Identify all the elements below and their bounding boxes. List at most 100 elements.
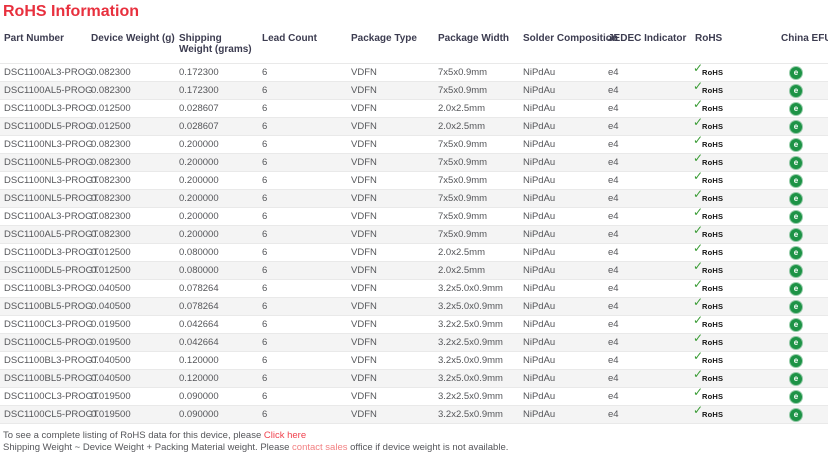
jedec-indicator-cell: e4 [604, 207, 691, 226]
package-type-cell: VDFN [347, 405, 434, 424]
col-header-china-efup: China EFUP [781, 33, 828, 44]
part-number-cell: DSC1100BL5-PROG [0, 297, 93, 316]
rohs-compliant-icon: ✓ RoHS [693, 314, 723, 330]
package-width-cell: 3.2x2.5x0.9mm [434, 315, 519, 334]
rohs-cell: ✓ RoHS [691, 386, 777, 406]
device-weight-cell: 0.082300 [87, 225, 175, 244]
package-width-cell: 7x5x0.9mm [434, 225, 519, 244]
china-efup-icon: e [790, 372, 802, 385]
solder-composition-cell: NiPdAu [519, 261, 604, 280]
table-row: DSC1100NL5-PROG 0.082300 0.200000 6 VDFN 7x5x… [0, 151, 828, 172]
jedec-indicator-cell: e4 [604, 369, 691, 388]
table-row: DSC1100NL3-PROGT 0.082300 0.200000 6 VDFN 7x5… [0, 170, 828, 190]
part-number-cell: DSC1100CL3-PROGT [0, 387, 99, 406]
rohs-compliant-icon: ✓ RoHS [693, 368, 723, 384]
part-number-cell: DSC1100DL3-PROGT [0, 243, 99, 262]
device-weight-cell: 0.040500 [87, 279, 175, 298]
china-efup-cell: e [777, 117, 828, 136]
package-width-cell: 7x5x0.9mm [434, 81, 519, 100]
rohs-badge-label: RoHS [702, 302, 724, 311]
jedec-indicator-cell: e4 [604, 189, 691, 208]
footer-notes: To see a complete listing of RoHS data f… [0, 424, 828, 453]
solder-composition-cell: NiPdAu [519, 387, 604, 406]
solder-composition-cell: NiPdAu [519, 135, 604, 154]
table-row: DSC1100CL5-PROG 0.019500 0.042664 6 VDFN 3.2x… [0, 332, 828, 352]
device-weight-cell: 0.019500 [87, 405, 175, 424]
rohs-badge-label: RoHS [702, 176, 724, 185]
table-row: DSC1100DL3-PROGT 0.012500 0.080000 6 VDFN 2.0… [0, 242, 828, 262]
shipping-weight-cell: 0.200000 [175, 225, 258, 244]
device-weight-cell: 0.040500 [87, 351, 175, 370]
lead-count-cell: 6 [258, 99, 347, 118]
package-type-cell: VDFN [347, 135, 434, 154]
part-number-cell: DSC1100NL5-PROGT [0, 189, 99, 208]
package-width-cell: 3.2x5.0x0.9mm [434, 351, 519, 370]
jedec-indicator-cell: e4 [604, 171, 691, 190]
click-here-link[interactable]: Click here [263, 430, 307, 441]
lead-count-cell: 6 [258, 333, 347, 352]
china-efup-cell: e [777, 279, 828, 298]
china-efup-icon: e [790, 210, 802, 223]
rohs-compliant-icon: ✓ RoHS [693, 242, 723, 258]
lead-count-cell: 6 [258, 261, 347, 280]
lead-count-cell: 6 [258, 117, 347, 136]
lead-count-cell: 6 [258, 171, 347, 190]
device-weight-cell: 0.019500 [87, 333, 175, 352]
china-efup-cell: e [777, 135, 828, 154]
china-efup-cell: e [777, 261, 828, 280]
lead-count-cell: 6 [258, 81, 347, 100]
china-efup-icon: e [790, 408, 802, 421]
shipping-weight-cell: 0.200000 [175, 135, 258, 154]
package-type-cell: VDFN [347, 153, 434, 172]
china-efup-icon: e [790, 66, 802, 79]
rohs-cell: ✓ RoHS [691, 134, 777, 154]
china-efup-cell: e [777, 99, 828, 118]
jedec-indicator-cell: e4 [604, 117, 691, 136]
rohs-cell: ✓ RoHS [691, 62, 777, 82]
package-width-cell: 7x5x0.9mm [434, 63, 519, 82]
china-efup-cell: e [777, 351, 828, 370]
package-type-cell: VDFN [347, 279, 434, 298]
table-row: DSC1100DL5-PROGT 0.012500 0.080000 6 VDFN 2.0… [0, 260, 828, 280]
rohs-compliant-icon: ✓ RoHS [693, 296, 724, 312]
col-header-solder-composition: Solder Composition [523, 33, 618, 44]
jedec-indicator-cell: e4 [604, 81, 691, 100]
shipping-weight-cell: 0.120000 [175, 369, 258, 388]
check-icon: ✓ [693, 331, 704, 345]
rohs-badge-label: RoHS [702, 212, 724, 221]
solder-composition-cell: NiPdAu [519, 171, 604, 190]
footer-line1-text: To see a complete listing of RoHS data f… [3, 430, 264, 441]
rohs-cell: ✓ RoHS [691, 332, 777, 352]
china-efup-icon: e [790, 174, 802, 187]
rohs-badge-label: RoHS [702, 410, 724, 419]
package-type-cell: VDFN [347, 351, 434, 370]
package-type-cell: VDFN [347, 63, 434, 82]
shipping-weight-cell: 0.078264 [175, 297, 258, 316]
col-header-rohs: RoHS [695, 33, 723, 44]
rohs-compliant-icon: ✓ RoHS [693, 332, 723, 348]
device-weight-cell: 0.012500 [87, 117, 175, 136]
solder-composition-cell: NiPdAu [519, 279, 604, 298]
solder-composition-cell: NiPdAu [519, 63, 604, 82]
package-type-cell: VDFN [347, 189, 434, 208]
table-row: DSC1100AL3-PROG 0.082300 0.172300 6 VDFN 7x5x… [0, 62, 828, 82]
china-efup-cell: e [777, 225, 828, 244]
check-icon: ✓ [693, 151, 704, 165]
package-type-cell: VDFN [347, 315, 434, 334]
china-efup-icon: e [790, 264, 802, 277]
rohs-compliant-icon: ✓ RoHS [693, 278, 723, 294]
device-weight-cell: 0.082300 [87, 189, 175, 208]
contact-sales-link[interactable]: contact sales [292, 441, 348, 453]
package-type-cell: VDFN [347, 225, 434, 244]
check-icon: ✓ [693, 97, 704, 111]
package-width-cell: 3.2x2.5x0.9mm [434, 387, 519, 406]
package-width-cell: 7x5x0.9mm [434, 207, 519, 226]
jedec-indicator-cell: e4 [604, 261, 691, 280]
col-header-jedec-indicator: JEDEC Indicator [608, 33, 687, 44]
footer-line2: Shipping Weight ~ Device Weight + Packin… [3, 442, 828, 454]
rohs-cell: ✓ RoHS [691, 296, 777, 316]
shipping-weight-cell: 0.028607 [175, 99, 258, 118]
rohs-cell: ✓ RoHS [691, 404, 777, 424]
shipping-weight-cell: 0.200000 [175, 189, 258, 208]
rohs-badge-label: RoHS [702, 266, 724, 275]
